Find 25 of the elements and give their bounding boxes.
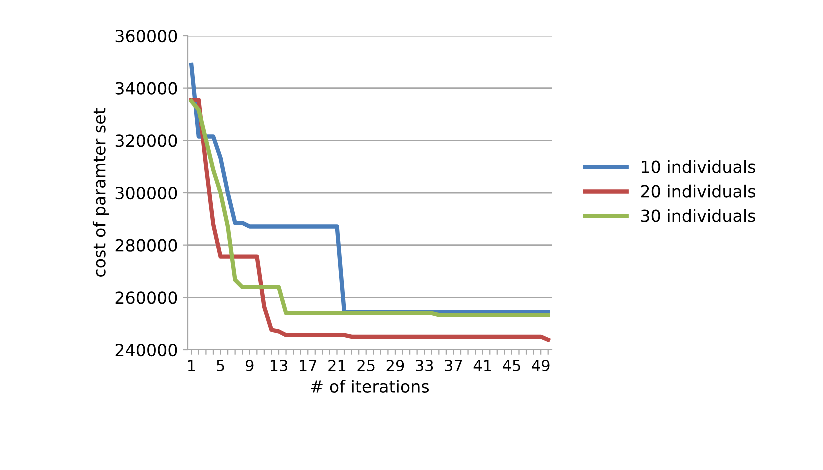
x-tick-label: 9 xyxy=(246,360,254,372)
x-tick-label: 37 xyxy=(445,360,462,372)
x-tick-label: 13 xyxy=(270,360,288,372)
x-tick-label: 49 xyxy=(532,360,550,372)
x-tick-label: 1 xyxy=(188,360,196,372)
x-tick-label: 41 xyxy=(474,360,492,372)
x-tick-label: 21 xyxy=(328,360,346,372)
y-tick-label: 360000 xyxy=(116,30,178,43)
x-tick-label: 25 xyxy=(358,360,375,372)
x-tick-label: 5 xyxy=(217,360,224,372)
y-tick-label: 300000 xyxy=(116,186,178,200)
y-tick-label: 280000 xyxy=(116,239,178,252)
x-tick-label: 17 xyxy=(300,360,317,372)
legend-label: 30 individuals xyxy=(641,209,756,222)
y-tick-label: 320000 xyxy=(116,134,178,148)
y-tick-label: 240000 xyxy=(116,344,178,357)
x-axis-title: # of iterations xyxy=(311,380,430,393)
legend-label: 20 individuals xyxy=(641,184,756,198)
x-tick-label: 45 xyxy=(502,360,520,372)
y-tick-label: 340000 xyxy=(116,82,178,95)
y-tick-label: 260000 xyxy=(116,292,178,304)
x-tick-label: 33 xyxy=(416,360,434,372)
legend-label: 10 individuals xyxy=(642,160,756,174)
x-tick-label: 29 xyxy=(386,360,404,372)
y-axis-title: cost of paramter set xyxy=(92,108,110,277)
